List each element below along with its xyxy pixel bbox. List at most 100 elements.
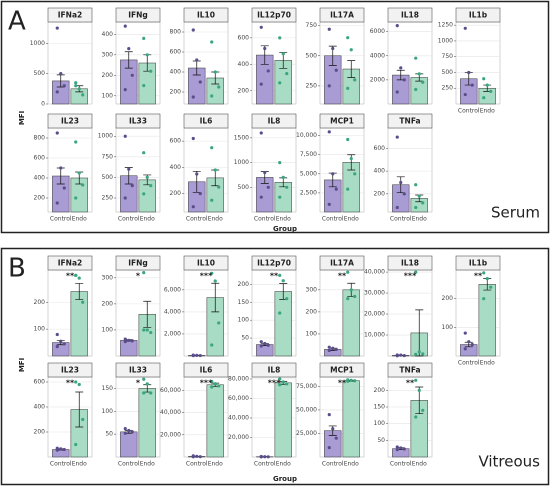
data-point [213,382,217,386]
data-point [74,273,78,277]
strip-title: IFNa2 [58,11,82,20]
data-point [331,427,335,431]
strip-title: IL12p70 [257,259,291,268]
significance: * [136,272,141,281]
bar [256,344,274,357]
data-point [59,339,63,343]
strip-background [183,255,229,271]
data-point [127,167,131,171]
error-bar [143,300,152,328]
bar [206,384,224,458]
x-tick-label: Endo [140,216,155,223]
data-point [191,95,195,99]
y-axis-title: MFI [18,358,26,372]
y-tick-label: 500 [442,69,454,76]
strip-title: IL23 [61,117,79,126]
error-bar [211,282,220,313]
data-point [130,430,134,434]
data-point [334,347,338,351]
strip-title: IL8 [268,366,281,375]
error-bar [347,60,356,78]
strip-background [455,255,501,271]
strip-background [47,7,93,23]
y-tick-label: 300 [102,51,114,58]
data-point [278,311,282,315]
data-point [130,339,134,343]
strip-title: IL17A [330,259,354,268]
data-point [191,28,195,32]
y-tick-label: 50 [105,431,113,438]
data-point [414,87,418,92]
data-point [59,166,63,170]
strip-title: IFNg [128,259,148,268]
y-tick-label: 300 [306,286,318,293]
strip-background [183,113,229,129]
significance: ** [338,379,347,388]
data-point [414,270,418,274]
data-point [278,36,282,40]
data-point [142,271,146,275]
data-point [130,73,134,77]
y-tick-label: 20,000 [228,434,249,441]
data-point [259,25,263,29]
data-point [55,90,59,94]
data-point [145,382,149,386]
data-point [74,84,78,88]
y-tick-label: 4,000 [164,308,181,315]
data-point [278,383,282,387]
data-point [353,172,357,176]
y-tick-label: 60,000 [160,387,181,394]
data-point [278,377,282,381]
y-tick-label: 400 [102,31,114,38]
data-point [59,72,63,76]
y-tick-label: 1250 [438,22,453,29]
data-point [210,94,214,98]
data-point [210,146,214,150]
y-tick-label: 600 [238,34,250,41]
data-point [327,130,331,134]
data-point [259,340,263,344]
data-point [470,342,474,347]
data-point [346,137,350,142]
data-point [395,205,399,210]
data-point [217,185,221,189]
data-point [414,183,418,187]
data-point [142,328,146,332]
strip-background [47,113,93,129]
data-point [395,135,399,139]
x-tick-label: Control [322,461,344,468]
data-point [346,297,350,301]
y-tick-label: 200 [442,295,454,302]
data-point [259,455,263,459]
data-point [331,172,335,176]
strip-background [115,7,161,23]
x-tick-label: Control [186,216,208,223]
error-bar [415,309,424,357]
data-point [123,337,127,341]
data-point [142,192,146,196]
y-tick-label: 200 [170,89,182,96]
strip-background [115,362,161,378]
y-tick-label: 250 [306,82,318,89]
y-tick-label: 400 [170,164,182,171]
strip-title: IL18 [401,259,419,268]
data-point [123,88,127,92]
y-tick-label: 200 [238,281,250,288]
data-point [142,377,146,381]
strip-title: IL10 [197,11,215,20]
data-point [74,442,78,447]
data-point [395,448,399,452]
strip-background [319,255,365,271]
x-tick-label: Endo [480,360,495,367]
y-tick-label: 30,000 [364,290,385,297]
x-tick-label: Control [322,216,344,223]
y-tick-label: 1000 [30,40,45,47]
data-point [210,385,214,389]
strip-title: IL8 [268,117,281,126]
data-point [145,328,149,332]
y-tick-label: 75,000 [296,383,317,390]
significance: *** [200,379,213,388]
y-tick-label: 100 [306,330,318,337]
y-tick-label: 800 [34,135,46,142]
y-tick-label: 60,000 [228,395,249,402]
